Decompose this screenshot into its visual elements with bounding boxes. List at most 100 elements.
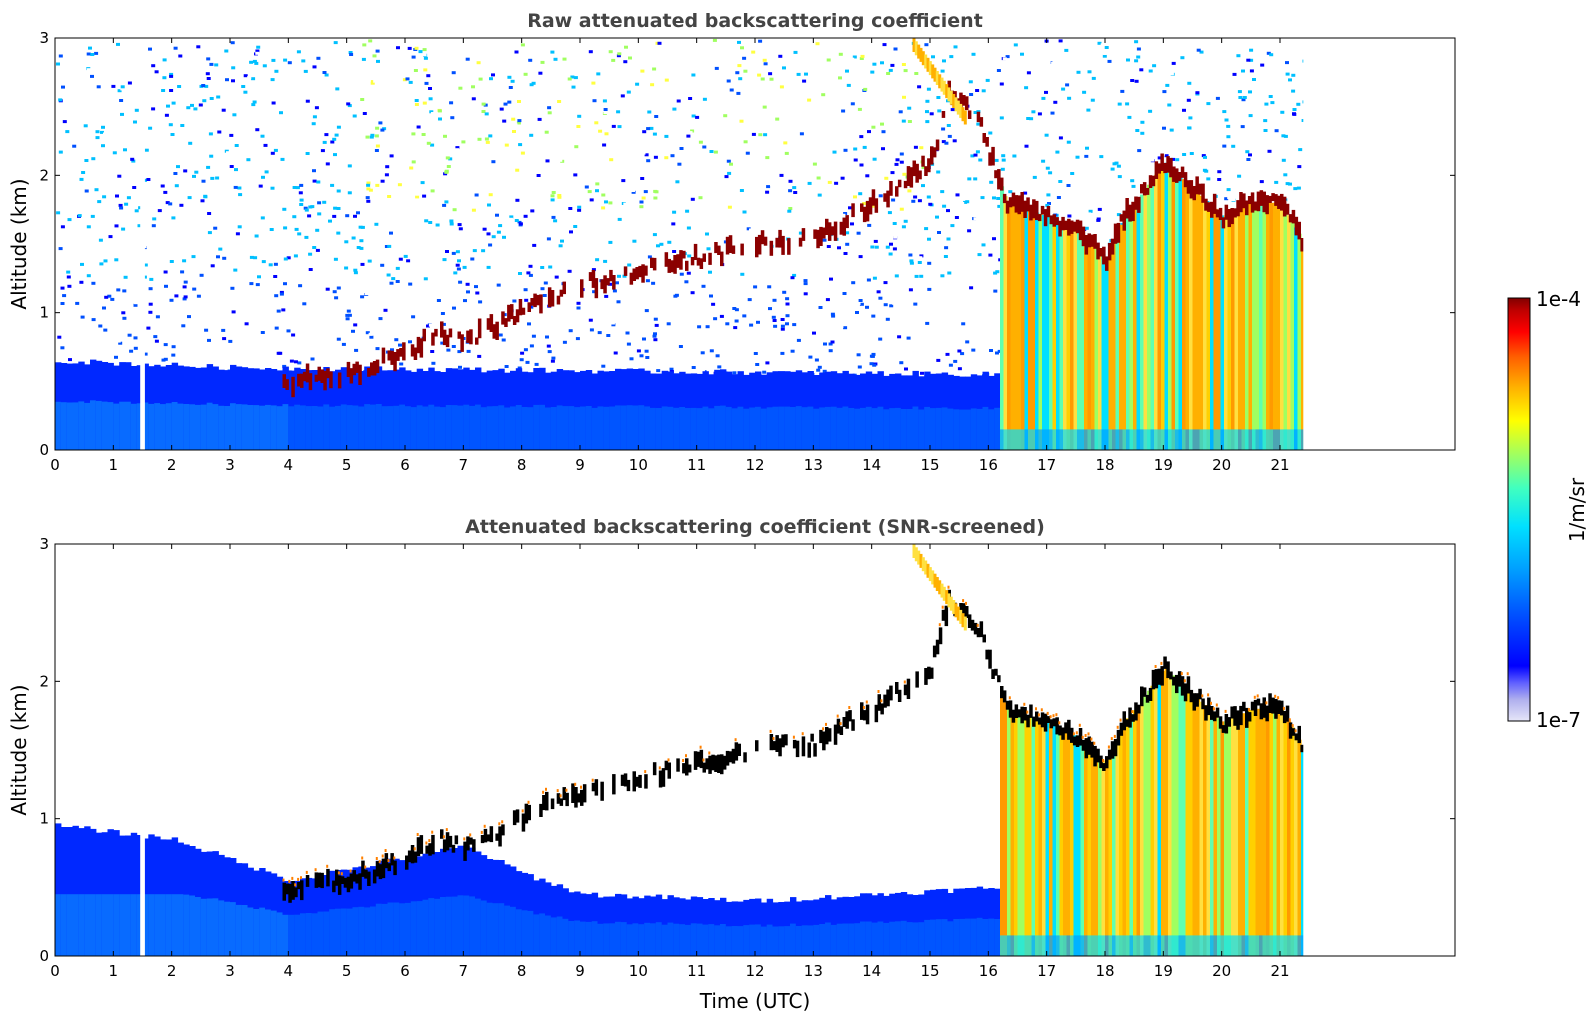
noise-cell [594,121,599,125]
streak-cell [954,603,958,618]
cloud-cell [320,872,324,889]
noise-cell [184,191,189,195]
noise-cell [252,59,257,63]
noise-cell [124,202,129,206]
noise-cell [207,231,212,235]
noise-cell [871,314,876,318]
cloud-cell [938,627,943,645]
noise-cell [562,57,567,61]
x-tick-label: 16 [979,456,998,474]
noise-cell [466,290,470,294]
noise-cell [1232,72,1237,76]
cloud-cell [1169,157,1173,178]
noise-cell [512,130,516,133]
noise-cell [85,229,90,233]
noise-cell [199,273,204,277]
noise-cell [576,125,581,128]
cloud-cell [332,880,336,893]
noise-cell [793,191,798,194]
noise-cell [271,101,276,105]
precip-column [1273,708,1278,956]
noise-cell [1269,178,1274,182]
precip-column [1070,733,1075,956]
noise-cell [1061,87,1066,91]
precip-column [1028,716,1033,956]
noise-cell [946,209,950,213]
noise-cell [1107,59,1112,63]
noise-cell [295,186,300,190]
noise-cell [428,87,432,90]
layer-column [615,405,622,450]
noise-cell [292,56,297,60]
noise-cell [672,107,677,111]
noise-cell [1298,148,1303,152]
noise-cell [254,61,259,65]
noise-cell [518,217,523,221]
noise-cell [907,120,912,123]
noise-cell [471,278,476,282]
noise-cell [255,49,260,53]
layer-column [323,404,330,450]
cloud-cell [819,729,823,744]
noise-cell [325,162,330,166]
noise-cell [449,302,454,306]
noise-cell [169,260,174,263]
noise-cell [858,255,863,259]
noise-cell [83,124,88,128]
noise-cell [879,177,884,181]
noise-cell [517,119,522,123]
noise-cell [151,64,156,68]
noise-cell [279,292,284,296]
noise-cell [644,309,649,313]
noise-cell [870,70,875,74]
noise-cell [705,325,710,329]
noise-cell [611,323,616,327]
noise-cell [1052,59,1057,62]
noise-cell [1077,191,1082,195]
cloud-cell [314,872,319,888]
noise-cell [1082,90,1087,94]
noise-cell [745,151,750,155]
precip-column [1273,202,1278,450]
noise-cell [1282,165,1287,168]
precip-column [1164,935,1169,956]
noise-cell [1090,98,1095,102]
noise-cell [1249,48,1254,52]
noise-cell [1084,226,1089,230]
layer-column [66,402,74,450]
layer-column [889,408,896,450]
noise-cell [1237,85,1242,89]
cloud-cell [1282,196,1287,217]
noise-cell [881,130,886,134]
noise-cell [263,143,268,147]
noise-cell [639,200,644,204]
noise-cell [254,234,259,238]
noise-cell [887,345,892,349]
cloud-cell [1256,698,1261,706]
cloud-cell [1288,722,1293,739]
noise-cell [1045,190,1049,194]
cloud-cell [1105,756,1109,769]
layer-column [591,921,599,956]
noise-cell [758,177,763,181]
cloud-cell [1061,216,1065,231]
noise-cell [110,297,115,301]
precip-column [1056,220,1061,450]
layer-column [935,407,943,450]
noise-cell [117,174,122,178]
noise-cell [148,287,153,291]
noise-cell [1148,109,1153,113]
layer-column [358,406,365,450]
noise-cell [98,324,103,328]
noise-cell [652,96,657,100]
noise-cell [684,280,689,284]
noise-cell [442,258,447,262]
noise-cell [435,223,440,227]
layer-column [486,902,494,956]
noise-cell [353,111,358,115]
noise-cell [688,131,693,135]
precip-column [1157,935,1162,956]
noise-cell [567,77,572,81]
noise-cell [1104,46,1109,49]
noise-cell [701,284,706,288]
